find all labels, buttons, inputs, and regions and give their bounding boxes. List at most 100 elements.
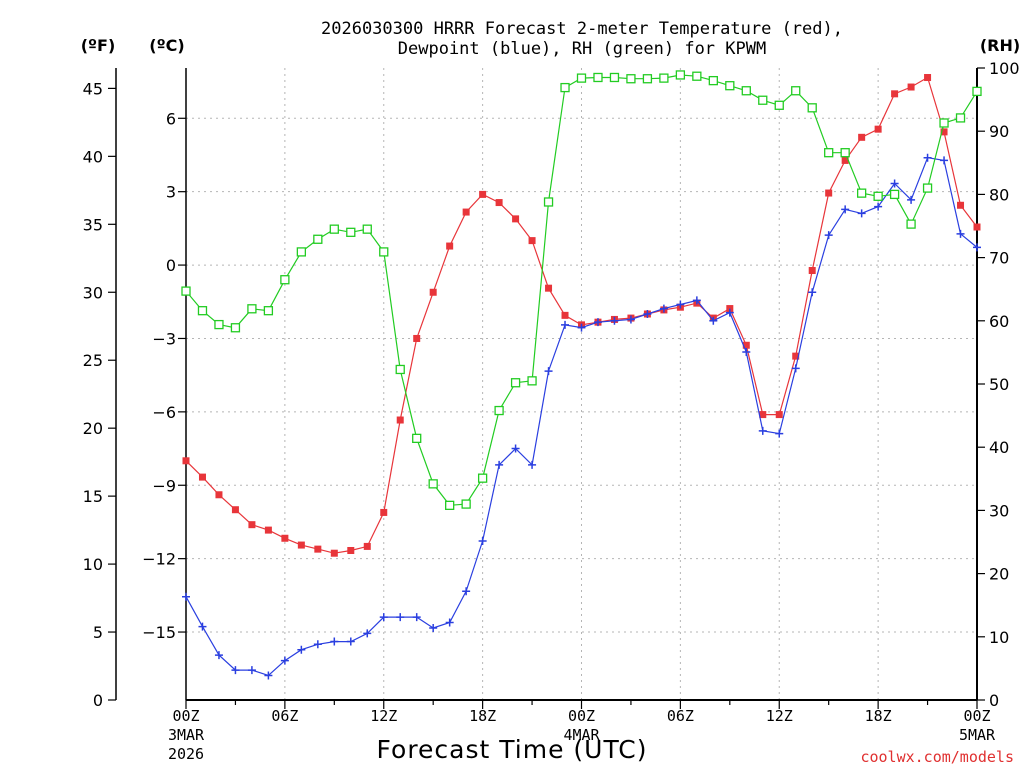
dewpoint-point (791, 364, 800, 373)
relative-humidity-point (840, 148, 850, 158)
dewpoint-point (874, 202, 883, 211)
relative-humidity-point (939, 118, 949, 128)
relative-humidity-point (428, 479, 438, 489)
temperature-point (907, 83, 915, 91)
relative-humidity-point (972, 86, 982, 97)
dewpoint-point (346, 637, 355, 646)
dewpoint-point (692, 296, 701, 305)
temperature-point (396, 416, 404, 424)
dewpoint-point (626, 315, 635, 324)
relative-humidity-point (412, 433, 422, 444)
relative-humidity-point (263, 306, 274, 316)
x-axis-title: Forecast Time (UTC) (377, 735, 648, 764)
rh-tick-label: 90 (989, 122, 1009, 141)
dewpoint-point (890, 179, 899, 188)
temperature-point (429, 288, 437, 296)
credit-link[interactable]: coolwx.com/models (860, 748, 1014, 766)
celsius-tick-label: −15 (142, 623, 176, 642)
relative-humidity-point (543, 197, 554, 207)
dewpoint-point (907, 195, 916, 204)
relative-humidity-point (280, 275, 290, 285)
relative-humidity-point (758, 95, 768, 105)
celsius-tick-label: −6 (152, 403, 176, 422)
dewpoint-point (198, 622, 207, 631)
relative-humidity-point (824, 148, 834, 158)
relative-humidity-point (346, 227, 356, 237)
dewpoint-point (808, 288, 817, 297)
dewpoint-point (659, 304, 668, 313)
dewpoint-point (561, 320, 570, 329)
dewpoint-point (445, 618, 454, 627)
temperature-point (957, 201, 965, 209)
dewpoint-point (313, 640, 322, 649)
relative-humidity-point (379, 247, 389, 257)
rh-tick-label: 40 (989, 438, 1009, 457)
rh-tick-label: 30 (989, 501, 1009, 520)
temperature-point (841, 156, 849, 164)
celsius-tick-label: −12 (142, 550, 176, 569)
x-tick-label: 12Z (370, 707, 397, 725)
temperature-point (512, 215, 520, 223)
dewpoint-point (478, 536, 487, 545)
dewpoint-point (940, 156, 949, 165)
temperature-point (726, 305, 734, 313)
dewpoint-point (495, 460, 504, 469)
temperature-point (380, 508, 388, 516)
rh-unit-label: (RH) (980, 36, 1020, 55)
celsius-tick-label: 0 (166, 256, 176, 275)
relative-humidity-point (461, 499, 471, 509)
dewpoint-point (857, 209, 866, 218)
dewpoint-point (214, 651, 223, 660)
temperature-point (347, 546, 355, 554)
x-tick-date-label: 5MAR (959, 726, 996, 744)
fahrenheit-tick-label: 45 (83, 79, 103, 98)
relative-humidity-point (313, 234, 323, 244)
relative-humidity-point (593, 72, 603, 83)
dewpoint-point (956, 229, 965, 238)
rh-tick-label: 70 (989, 249, 1009, 268)
temperature-point (462, 208, 470, 216)
temperature-point (281, 534, 289, 542)
grid-lines (186, 68, 977, 700)
x-tick-date-label: 3MAR (168, 726, 205, 744)
relative-humidity-point (560, 82, 570, 93)
temperature-point (792, 352, 800, 360)
rh-tick-label: 0 (989, 691, 999, 710)
celsius-tick-label: 3 (166, 183, 176, 202)
data-series (181, 70, 982, 680)
temperature-point (231, 506, 239, 514)
temperature-point (561, 311, 569, 319)
relative-humidity-point (510, 378, 521, 388)
dewpoint-point (412, 613, 421, 622)
temperature-point (198, 473, 206, 481)
relative-humidity-point (395, 364, 405, 375)
chart-title-line1: 2026030300 HRRR Forecast 2-meter Tempera… (321, 19, 843, 39)
fahrenheit-tick-label: 15 (83, 487, 103, 506)
relative-humidity-point (329, 224, 339, 234)
dewpoint-point (363, 629, 372, 638)
tick-labels: 051015202530354045−15−12−9−6−30360102030… (83, 59, 1020, 763)
dewpoint-point (544, 367, 553, 376)
fahrenheit-tick-label: 10 (83, 555, 103, 574)
temperature-point (264, 526, 272, 534)
fahrenheit-tick-label: 20 (83, 419, 103, 438)
relative-humidity-point (609, 72, 620, 83)
x-tick-label: 00Z (172, 707, 199, 725)
relative-humidity-point (856, 188, 867, 198)
dewpoint-point (643, 310, 652, 319)
temperature-point (808, 267, 816, 275)
relative-humidity-point (741, 86, 751, 96)
x-tick-label: 00Z (963, 707, 990, 725)
temperature-point (495, 199, 503, 207)
dewpoint-point (511, 444, 520, 453)
x-tick-label: 00Z (568, 707, 595, 725)
temperature-point (297, 541, 305, 549)
relative-humidity-point (527, 376, 537, 386)
relative-humidity-point (626, 74, 636, 84)
relative-humidity-point (576, 73, 587, 83)
temperature-point (363, 542, 371, 550)
fahrenheit-tick-label: 40 (83, 147, 103, 166)
relative-humidity-point (807, 103, 817, 113)
rh-tick-label: 60 (989, 312, 1009, 331)
